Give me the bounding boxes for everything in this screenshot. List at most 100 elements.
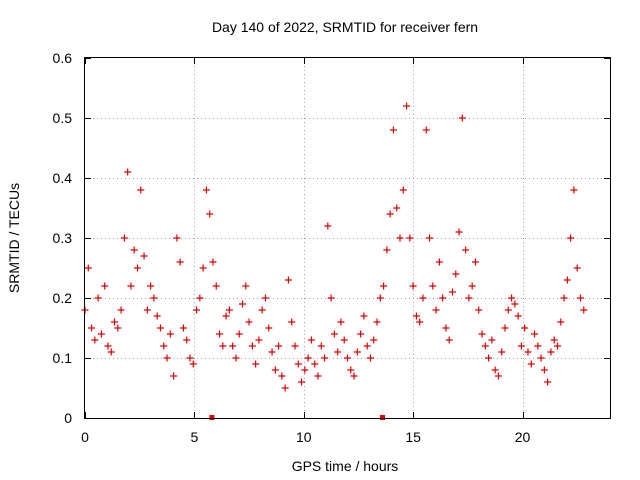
data-point bbox=[383, 246, 391, 254]
data-point bbox=[435, 258, 443, 266]
data-point bbox=[409, 282, 417, 290]
data-point bbox=[334, 348, 342, 356]
data-point bbox=[521, 324, 529, 332]
data-point bbox=[212, 282, 220, 290]
data-point bbox=[199, 264, 207, 272]
data-points bbox=[81, 102, 588, 392]
data-point bbox=[160, 342, 168, 350]
data-point bbox=[403, 102, 411, 110]
data-point bbox=[426, 234, 434, 242]
data-point bbox=[268, 348, 276, 356]
data-point bbox=[84, 264, 92, 272]
data-point bbox=[252, 360, 260, 368]
data-point bbox=[284, 276, 292, 284]
data-point bbox=[156, 324, 164, 332]
data-point bbox=[540, 366, 548, 374]
data-point bbox=[350, 372, 358, 380]
data-point bbox=[353, 348, 361, 356]
data-point bbox=[478, 330, 486, 338]
data-point bbox=[170, 372, 178, 380]
zero-markers bbox=[209, 415, 385, 420]
data-point bbox=[547, 348, 555, 356]
data-point bbox=[485, 354, 493, 362]
data-point bbox=[271, 366, 279, 374]
data-point bbox=[462, 246, 470, 254]
data-point bbox=[429, 282, 437, 290]
data-point bbox=[576, 294, 584, 302]
data-point bbox=[265, 324, 273, 332]
data-point bbox=[173, 234, 181, 242]
data-point bbox=[422, 126, 430, 134]
x-tick-label: 15 bbox=[405, 429, 421, 445]
data-point bbox=[229, 342, 237, 350]
data-point bbox=[504, 306, 512, 314]
data-point bbox=[458, 114, 466, 122]
data-point bbox=[288, 318, 296, 326]
data-point bbox=[91, 336, 99, 344]
data-point bbox=[396, 234, 404, 242]
y-axis-ticks: 0 0.1 0.2 0.3 0.4 0.5 0.6 bbox=[53, 50, 610, 426]
data-point bbox=[232, 354, 240, 362]
data-point bbox=[491, 366, 499, 374]
data-point bbox=[527, 360, 535, 368]
data-point bbox=[524, 348, 532, 356]
data-point bbox=[120, 234, 128, 242]
data-point bbox=[107, 348, 115, 356]
data-point bbox=[393, 204, 401, 212]
data-point bbox=[239, 300, 246, 308]
data-point bbox=[376, 294, 384, 302]
data-point bbox=[399, 186, 407, 194]
data-point bbox=[104, 342, 112, 350]
y-tick-label: 0.6 bbox=[53, 50, 73, 66]
data-point bbox=[166, 330, 174, 338]
data-point bbox=[511, 300, 519, 308]
data-point bbox=[183, 336, 191, 344]
data-point bbox=[186, 354, 194, 362]
data-point bbox=[124, 168, 132, 176]
data-point bbox=[304, 354, 312, 362]
data-point bbox=[127, 282, 135, 290]
data-point bbox=[481, 342, 489, 350]
data-point bbox=[360, 312, 368, 320]
data-point bbox=[317, 342, 325, 350]
grid-lines bbox=[85, 58, 610, 418]
data-point bbox=[432, 306, 440, 314]
zero-marker bbox=[209, 415, 215, 420]
data-point bbox=[311, 360, 319, 368]
data-point bbox=[94, 294, 102, 302]
data-point bbox=[344, 354, 351, 362]
data-point bbox=[202, 186, 210, 194]
data-point bbox=[245, 318, 253, 326]
y-tick-label: 0.4 bbox=[53, 170, 73, 186]
data-point bbox=[406, 234, 414, 242]
data-point bbox=[380, 282, 388, 290]
x-tick-label: 10 bbox=[296, 429, 312, 445]
data-point bbox=[301, 366, 309, 374]
data-point bbox=[514, 312, 522, 320]
data-point bbox=[176, 258, 184, 266]
data-point bbox=[517, 342, 525, 350]
y-tick-label: 0.1 bbox=[53, 350, 73, 366]
data-point bbox=[235, 330, 243, 338]
data-point bbox=[196, 294, 204, 302]
data-point bbox=[117, 306, 125, 314]
data-point bbox=[363, 342, 371, 350]
data-point bbox=[455, 228, 463, 236]
data-point bbox=[439, 294, 447, 302]
data-point bbox=[557, 318, 565, 326]
data-point bbox=[143, 306, 151, 314]
data-point bbox=[193, 306, 201, 314]
data-point bbox=[101, 282, 109, 290]
x-tick-label: 20 bbox=[515, 429, 531, 445]
data-point bbox=[150, 294, 158, 302]
data-point bbox=[449, 288, 456, 296]
data-point bbox=[281, 384, 289, 392]
data-point bbox=[534, 342, 542, 350]
data-point bbox=[471, 258, 479, 266]
data-point bbox=[258, 306, 266, 314]
data-point bbox=[389, 126, 397, 134]
data-point bbox=[567, 234, 575, 242]
data-point bbox=[445, 336, 453, 344]
